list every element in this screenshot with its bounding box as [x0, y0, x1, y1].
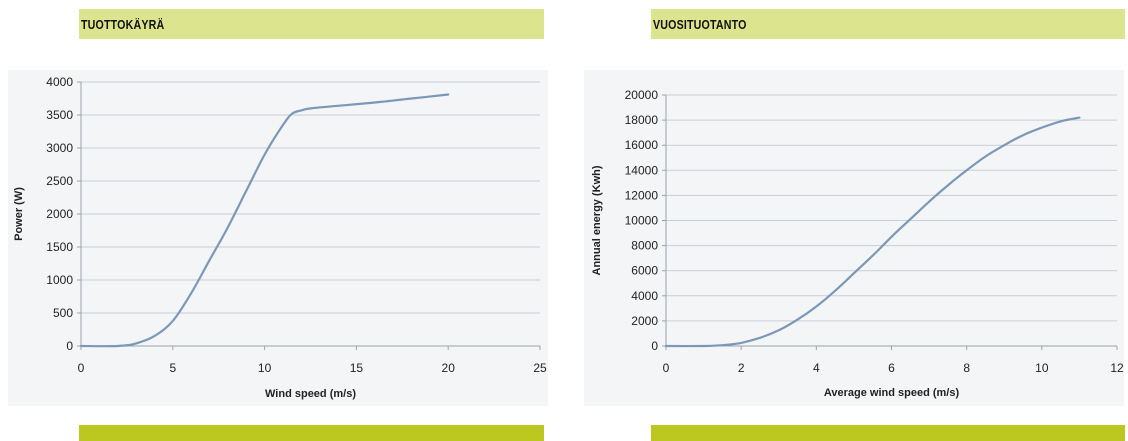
power-chart-y-tick-label: 4000 [46, 75, 73, 89]
annual-energy-chart: 0 2000 4000 6000 8000 10000 12000 14000 16000 180… [576, 62, 1128, 412]
energy-chart-y-tick-label: 14000 [625, 163, 659, 177]
power-chart-y-tick-label: 2500 [46, 174, 73, 188]
energy-chart-y-tick-label: 2000 [631, 314, 658, 328]
energy-chart-y-tick-label: 10000 [625, 214, 659, 228]
power-chart-x-tick-label: 0 [78, 361, 85, 375]
energy-chart-x-tick-label: 0 [663, 361, 670, 375]
energy-chart-x-axis-title: Average wind speed (m/s) [824, 387, 960, 399]
energy-chart-y-tick-label: 8000 [631, 239, 658, 253]
power-chart-plot-background [8, 70, 548, 406]
energy-chart-x-tick-label: 4 [813, 361, 820, 375]
power-chart-x-tick-label: 5 [169, 361, 176, 375]
header-vuosituotanto-label: VUOSITUOTANTO [653, 16, 747, 32]
energy-chart-x-tick-label: 12 [1110, 361, 1124, 375]
header-tuottokayra: TUOTTOKÄYRÄ [79, 9, 544, 39]
power-chart-y-tick-label: 1000 [46, 273, 73, 287]
header-tuottokayra-label: TUOTTOKÄYRÄ [81, 16, 165, 32]
footer-bar-right [651, 425, 1125, 441]
power-chart-y-tick-label: 1500 [46, 240, 73, 254]
energy-chart-y-tick-label: 12000 [625, 188, 659, 202]
header-vuosituotanto: VUOSITUOTANTO [651, 9, 1125, 39]
power-chart-x-tick-label: 25 [533, 361, 547, 375]
energy-chart-plot-background [584, 70, 1124, 406]
power-chart-y-tick-label: 0 [66, 339, 73, 353]
energy-chart-y-tick-label: 0 [651, 339, 658, 353]
power-chart-x-axis-title: Wind speed (m/s) [265, 388, 356, 400]
energy-chart-y-tick-label: 6000 [631, 264, 658, 278]
energy-chart-x-tick-label: 2 [738, 361, 745, 375]
energy-chart-y-tick-label: 18000 [625, 113, 659, 127]
power-chart-x-tick-label: 15 [350, 361, 364, 375]
energy-chart-y-tick-label: 16000 [625, 138, 659, 152]
power-chart-series-line [79, 93, 450, 348]
energy-chart-y-tick-label: 4000 [631, 289, 658, 303]
power-chart-y-tick-label: 3500 [46, 108, 73, 122]
energy-chart-y-tick-label: 20000 [625, 88, 659, 102]
energy-chart-x-tick-label: 6 [888, 361, 895, 375]
energy-chart-series-line [664, 116, 1081, 348]
power-chart-y-tick-label: 2000 [46, 207, 73, 221]
power-chart-y-axis-title: Power (W) [13, 187, 25, 241]
footer-bar-left [79, 425, 544, 441]
power-curve-svg: 0 500 1000 1500 2000 2500 3000 3500 4000 0 5 10 15 20… [8, 70, 548, 406]
power-chart-y-tick-label: 500 [53, 306, 73, 320]
annual-energy-svg: 0 2000 4000 6000 8000 10000 12000 14000 16000 180… [584, 70, 1124, 406]
power-chart-x-tick-label: 20 [442, 361, 456, 375]
power-chart-y-tick-label: 3000 [46, 141, 73, 155]
power-curve-chart: 0 500 1000 1500 2000 2500 3000 3500 4000 0 5 10 15 20… [0, 62, 552, 412]
power-chart-x-tick-label: 10 [258, 361, 272, 375]
energy-chart-x-tick-label: 10 [1035, 361, 1049, 375]
energy-chart-x-tick-label: 8 [963, 361, 970, 375]
energy-chart-y-axis-title: Annual energy (Kwh) [591, 165, 603, 275]
